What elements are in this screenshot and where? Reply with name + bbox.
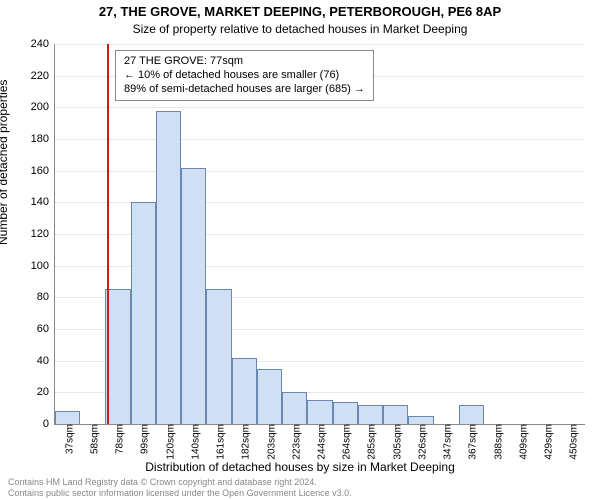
histogram-bar — [459, 405, 484, 424]
y-tick-label: 80 — [37, 291, 55, 303]
y-tick-label: 180 — [31, 133, 55, 145]
y-tick-label: 160 — [31, 165, 55, 177]
x-tick-label: 78sqm — [111, 424, 126, 454]
histogram-bar — [282, 392, 307, 424]
x-tick-label: 305sqm — [388, 424, 403, 460]
plot-area: 02040608010012014016018020022024037sqm58… — [54, 44, 585, 425]
x-tick-label: 388sqm — [489, 424, 504, 460]
grid-line — [55, 44, 585, 45]
callout-line1: 27 THE GROVE: 77sqm — [124, 55, 365, 69]
x-tick-label: 120sqm — [161, 424, 176, 460]
x-tick-label: 99sqm — [136, 424, 151, 454]
histogram-bar — [408, 416, 433, 424]
callout-line2: ← 10% of detached houses are smaller (76… — [124, 69, 365, 83]
histogram-chart: 27, THE GROVE, MARKET DEEPING, PETERBORO… — [0, 0, 600, 500]
histogram-bar — [105, 289, 130, 424]
y-tick-label: 40 — [37, 355, 55, 367]
histogram-bar — [257, 369, 282, 424]
histogram-bar — [156, 111, 181, 425]
histogram-bar — [206, 289, 231, 424]
y-tick-label: 200 — [31, 101, 55, 113]
grid-line — [55, 139, 585, 140]
histogram-bar — [55, 411, 80, 424]
histogram-bar — [131, 202, 156, 424]
histogram-bar — [333, 402, 358, 424]
x-tick-label: 37sqm — [60, 424, 75, 454]
x-tick-label: 182sqm — [237, 424, 252, 460]
y-tick-label: 240 — [31, 38, 55, 50]
y-tick-label: 220 — [31, 70, 55, 82]
grid-line — [55, 107, 585, 108]
x-tick-label: 244sqm — [313, 424, 328, 460]
histogram-bar — [383, 405, 408, 424]
x-tick-label: 347sqm — [439, 424, 454, 460]
attribution-line2: Contains public sector information licen… — [8, 488, 352, 498]
callout-box: 27 THE GROVE: 77sqm ← 10% of detached ho… — [115, 50, 374, 101]
y-tick-label: 140 — [31, 196, 55, 208]
y-tick-label: 0 — [43, 418, 55, 430]
callout-line3: 89% of semi-detached houses are larger (… — [124, 83, 365, 97]
chart-title: 27, THE GROVE, MARKET DEEPING, PETERBORO… — [0, 4, 600, 19]
histogram-bar — [307, 400, 332, 424]
y-tick-label: 20 — [37, 386, 55, 398]
y-tick-label: 60 — [37, 323, 55, 335]
x-tick-label: 450sqm — [565, 424, 580, 460]
chart-subtitle: Size of property relative to detached ho… — [0, 22, 600, 36]
x-tick-label: 140sqm — [186, 424, 201, 460]
x-tick-label: 223sqm — [287, 424, 302, 460]
attribution: Contains HM Land Registry data © Crown c… — [8, 477, 352, 498]
grid-line — [55, 171, 585, 172]
histogram-bar — [358, 405, 383, 424]
x-tick-label: 264sqm — [338, 424, 353, 460]
y-axis-label: Number of detached properties — [0, 80, 10, 245]
x-tick-label: 409sqm — [514, 424, 529, 460]
x-tick-label: 203sqm — [262, 424, 277, 460]
x-tick-label: 429sqm — [540, 424, 555, 460]
x-tick-label: 367sqm — [464, 424, 479, 460]
y-tick-label: 100 — [31, 260, 55, 272]
histogram-bar — [232, 358, 257, 425]
x-axis-label: Distribution of detached houses by size … — [0, 460, 600, 474]
x-tick-label: 326sqm — [413, 424, 428, 460]
x-tick-label: 161sqm — [212, 424, 227, 460]
x-tick-label: 58sqm — [85, 424, 100, 454]
attribution-line1: Contains HM Land Registry data © Crown c… — [8, 477, 352, 487]
y-tick-label: 120 — [31, 228, 55, 240]
histogram-bar — [181, 168, 206, 425]
reference-line — [107, 44, 109, 424]
x-tick-label: 285sqm — [363, 424, 378, 460]
